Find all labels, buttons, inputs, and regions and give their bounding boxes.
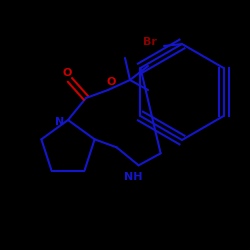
Text: N: N <box>56 117 64 127</box>
Text: Br: Br <box>143 37 157 47</box>
Text: O: O <box>106 77 116 87</box>
Text: NH: NH <box>124 172 143 182</box>
Text: O: O <box>62 68 72 78</box>
